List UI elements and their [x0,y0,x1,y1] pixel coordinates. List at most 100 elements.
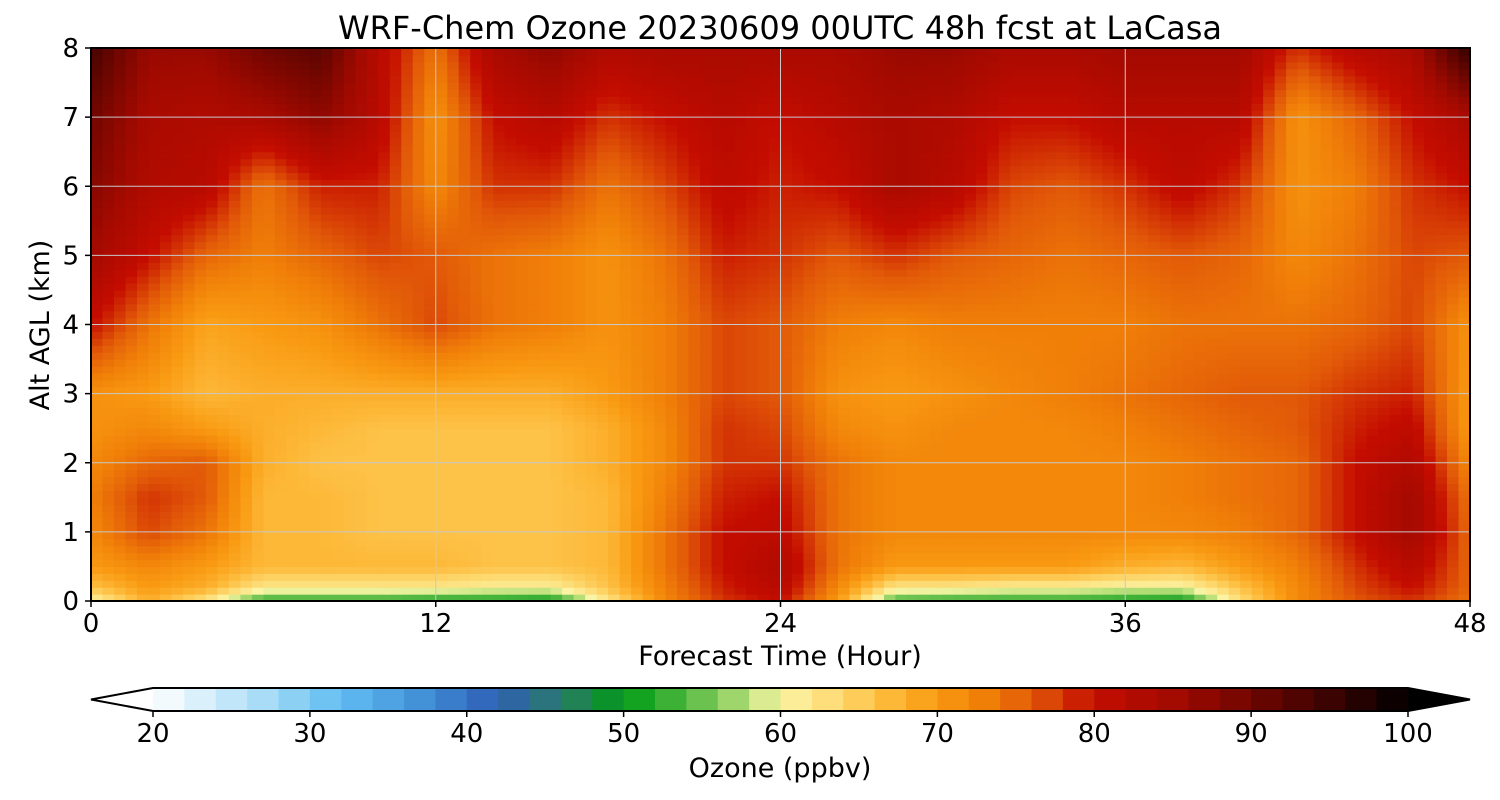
heatmap-cell [148,573,161,581]
heatmap-cell [539,421,552,429]
heatmap-cell [263,573,276,581]
heatmap-cell [780,372,793,381]
heatmap-cell [228,352,241,360]
heatmap-cell [975,594,988,601]
heatmap-cell [1021,352,1034,360]
heatmap-cell [91,531,104,540]
heatmap-cell [389,566,402,574]
heatmap-cell [1286,455,1299,464]
heatmap-cell [1309,324,1322,333]
heatmap-cell [585,504,598,512]
heatmap-cell [791,393,805,402]
heatmap-cell [1102,559,1115,568]
heatmap-cell [860,345,874,353]
heatmap-cell [1136,538,1149,547]
heatmap-cell [309,580,322,588]
heatmap-cell [458,338,471,346]
heatmap-cell [251,338,264,346]
heatmap-cell [182,407,196,415]
heatmap-cell [1389,545,1402,554]
heatmap-cell [585,345,598,353]
heatmap-cell [608,421,621,429]
heatmap-cell [309,545,322,554]
heatmap-cell [1136,545,1149,554]
heatmap-cell [378,483,391,491]
heatmap-cell [987,442,1000,450]
heatmap-cell [803,566,816,574]
heatmap-cell [1355,407,1368,415]
heatmap-cell [562,455,575,464]
heatmap-cell [573,580,586,588]
heatmap-cell [286,428,299,436]
heatmap-cell [1044,490,1057,498]
heatmap-cell [1458,352,1470,360]
heatmap-cell [1171,462,1184,471]
heatmap-cell [631,414,644,422]
heatmap-cell [470,483,483,491]
heatmap-cell [1079,497,1092,505]
heatmap-cell [1355,566,1368,574]
heatmap-cell [1217,379,1230,388]
heatmap-cell [1010,414,1023,422]
heatmap-cell [791,372,805,381]
heatmap-cell [883,573,897,581]
heatmap-cell [860,407,874,415]
heatmap-cell [918,580,931,588]
heatmap-cell [251,524,264,533]
heatmap-cell [1447,497,1460,505]
heatmap-cell [148,331,161,339]
heatmap-cell [424,462,437,471]
heatmap-cell [125,587,138,595]
heatmap-cell [550,407,563,415]
heatmap-cell [883,483,897,491]
heatmap-cell [918,448,931,457]
heatmap-cell [1320,435,1333,443]
heatmap-cell [228,531,241,540]
heatmap-cell [194,324,207,333]
heatmap-cell [1458,372,1470,381]
heatmap-cell [1309,372,1322,381]
heatmap-cell [1424,566,1437,574]
heatmap-cell [711,435,724,443]
heatmap-cell [102,518,115,526]
heatmap-cell [1021,372,1034,381]
heatmap-cell [746,421,759,429]
heatmap-cell [711,552,724,561]
heatmap-cell [883,462,897,471]
heatmap-cell [688,345,701,353]
heatmap-cell [929,310,942,319]
heatmap-cell [1389,580,1402,588]
heatmap-cell [1389,393,1402,402]
heatmap-cell [1286,324,1299,333]
heatmap-cell [504,566,517,574]
heatmap-cell [91,580,104,588]
heatmap-cell [1079,511,1092,519]
heatmap-cell [895,587,908,595]
heatmap-cell [1378,518,1391,526]
heatmap-cell [470,393,483,402]
heatmap-cell [332,331,345,339]
heatmap-cell [194,331,207,339]
heatmap-cell [1366,531,1379,540]
heatmap-cell [297,573,310,581]
heatmap-cell [182,448,196,457]
heatmap-cell [975,566,988,574]
heatmap-cell [1297,442,1310,450]
heatmap-cell [148,393,161,402]
heatmap-cell [918,490,931,498]
heatmap-cell [665,490,678,498]
heatmap-cell [769,524,782,533]
heatmap-cell [1424,442,1437,450]
heatmap-cell [826,393,839,402]
heatmap-cell [182,552,196,561]
heatmap-cell [182,442,196,450]
heatmap-cell [654,365,667,374]
heatmap-cell [803,483,816,491]
heatmap-cell [895,566,908,574]
heatmap-cell [1412,587,1425,595]
heatmap-cell [516,324,529,333]
heatmap-cell [343,587,356,595]
heatmap-cell [1090,566,1103,574]
heatmap-cell [1355,511,1368,519]
heatmap-cell [1389,552,1402,561]
